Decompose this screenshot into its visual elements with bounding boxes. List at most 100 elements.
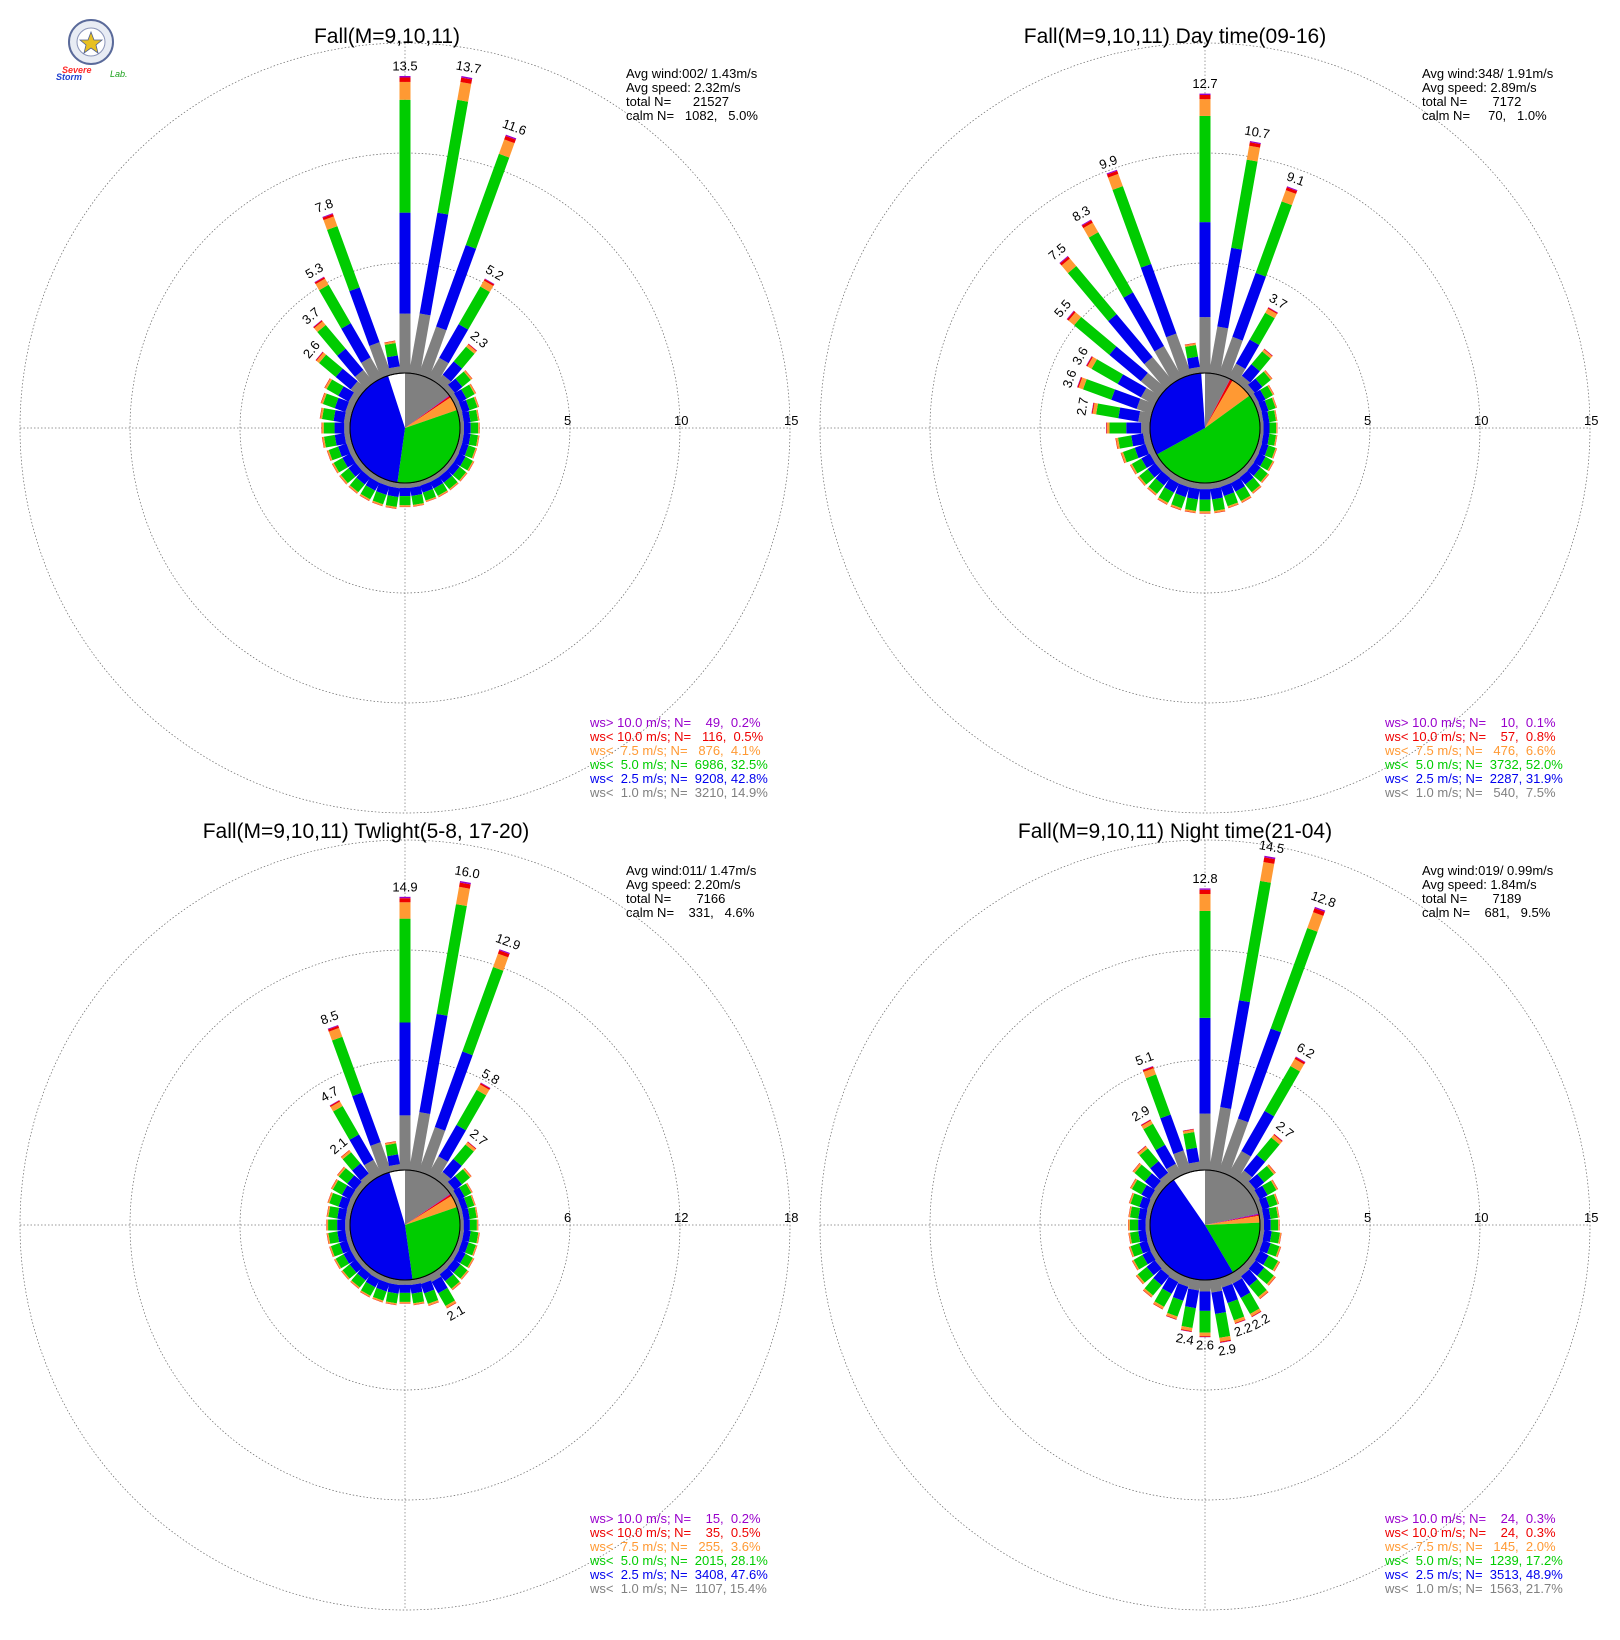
- bar-segment-lt5: [1251, 351, 1271, 372]
- bar-segment-lt1: [348, 392, 361, 406]
- bar-segment-lt7-5: [372, 1296, 384, 1303]
- bar-segment-lt2-5: [1138, 1207, 1148, 1221]
- direction-bar: [1254, 1238, 1282, 1258]
- direction-bar: [384, 340, 401, 375]
- bar-segment-lt1: [1154, 459, 1167, 472]
- bar-segment-lt5: [424, 1289, 439, 1304]
- bar-segment-lt5: [323, 434, 337, 448]
- panel-title: Fall(M=9,10,11) Day time(09-16): [1024, 25, 1326, 48]
- bar-segment-lt5: [1074, 316, 1117, 355]
- pie-slice-lt5: [397, 410, 460, 483]
- bar-segment-lt7-5: [350, 1280, 360, 1289]
- direction-bar: [1249, 1247, 1281, 1272]
- bar-segment-lt7-5: [1132, 1259, 1140, 1271]
- direction-bar: [409, 881, 471, 1172]
- bar-segment-lt5: [1223, 492, 1238, 507]
- bar-segment-lt7-5: [1166, 1312, 1178, 1320]
- bar-segment-lt1: [1249, 393, 1260, 406]
- bar-value-label: 8.5: [318, 1007, 340, 1027]
- bar-segment-lt2-5: [341, 1185, 356, 1200]
- bar-segment-lt5: [465, 397, 478, 411]
- bar-segment-lt7-5: [1250, 1308, 1261, 1317]
- legend-entry: ws< 10.0 m/s; N= 35, 0.5%: [589, 1525, 761, 1540]
- bar-segment-lt5: [464, 445, 476, 459]
- bar-segment-lt5: [328, 446, 342, 461]
- bar-segment-lt1: [1258, 1209, 1265, 1221]
- panel-title: Fall(M=9,10,11): [314, 25, 460, 48]
- bar-segment-lt2-5: [1253, 389, 1266, 404]
- bar-segment-lt5: [1183, 1132, 1197, 1150]
- bar-segment-lt2-5: [439, 1267, 454, 1282]
- bar-segment-lt7-5: [1270, 1179, 1278, 1191]
- bar-segment-lt2-5: [1164, 478, 1180, 493]
- direction-bar: [1142, 1066, 1192, 1176]
- bar-segment-lt1: [345, 1229, 352, 1241]
- bar-segment-lt5: [372, 1287, 387, 1301]
- direction-bar: [1086, 356, 1161, 406]
- bar-segment-lt7-5: [1266, 1164, 1276, 1175]
- pie-border: [349, 1169, 461, 1281]
- bar-segment-lt1: [1188, 1161, 1201, 1172]
- bar-segment-lt2-5: [1142, 1250, 1156, 1265]
- pie-slice-lt7-5: [405, 1195, 457, 1225]
- bar-segment-lt10: [1267, 307, 1278, 315]
- bar-segment-lt2-5: [1259, 1240, 1271, 1254]
- direction-bar: [1258, 1229, 1282, 1244]
- stats-calm: calm N= 70, 1.0%: [1422, 108, 1547, 123]
- stats-calm: calm N= 331, 4.6%: [626, 905, 755, 920]
- bar-segment-lt7-5: [1157, 497, 1169, 505]
- pie-slice-lt10: [1205, 1214, 1260, 1225]
- direction-bar: [1218, 477, 1239, 509]
- bar-segment-lt10: [1249, 142, 1261, 148]
- bar-segment-lt5: [411, 494, 424, 506]
- bar-segment-lt5: [1231, 159, 1258, 250]
- bar-segment-lt1: [350, 1247, 361, 1260]
- bar-segment-lt2-5: [1210, 487, 1223, 500]
- bar-segment-lt7-5: [1108, 173, 1123, 190]
- ring-label: 6: [564, 1210, 571, 1225]
- direction-bar: [1218, 186, 1298, 379]
- direction-bar: [418, 949, 510, 1176]
- bar-segment-lt5: [1131, 1179, 1147, 1195]
- pie-slice-lt10: [1205, 379, 1233, 428]
- bar-segment-lt5: [437, 99, 469, 215]
- direction-bar: [1258, 1206, 1280, 1221]
- bar-segment-lt5: [1255, 371, 1271, 387]
- direction-bar: [1147, 466, 1174, 496]
- bar-segment-lt7-5: [493, 953, 509, 971]
- bar-segment-lt1: [1153, 1180, 1167, 1194]
- bar-segment-lt7-5: [314, 321, 326, 333]
- direction-bar: [443, 459, 468, 482]
- bar-segment-lt2-5: [347, 1175, 362, 1191]
- bar-segment-lt2-5: [1138, 1229, 1148, 1243]
- bar-segment-lt5: [1139, 469, 1155, 485]
- bar-segment-lt5: [1256, 1137, 1280, 1162]
- legend-entry: ws< 2.5 m/s; N= 9208, 42.8%: [589, 771, 768, 786]
- direction-bar: [1209, 141, 1261, 375]
- bar-segment-lt2-5: [1254, 1250, 1269, 1265]
- bar-segment-lt1: [1218, 477, 1231, 487]
- direction-bar: [327, 1192, 356, 1212]
- direction-bar: [1209, 1278, 1232, 1343]
- direction-bar: [1249, 384, 1275, 406]
- bar-segment-lt5: [1144, 1278, 1162, 1296]
- legend-entry: ws< 2.5 m/s; N= 3408, 47.6%: [589, 1567, 768, 1582]
- ring-circle: [19, 42, 791, 814]
- bar-segment-lt7-5: [328, 1027, 343, 1041]
- bar-segment-lt1: [1218, 1274, 1233, 1288]
- bar-value-label: 14.9: [392, 879, 417, 894]
- direction-bar: [372, 1274, 392, 1303]
- bar-segment-lt5: [1082, 379, 1116, 400]
- legend-entry: ws< 1.0 m/s; N= 1563, 21.7%: [1384, 1581, 1563, 1596]
- bar-segment-lt7-5: [1130, 1178, 1138, 1190]
- bar-segment-lt1: [1258, 412, 1264, 424]
- direction-bar: [443, 1167, 472, 1194]
- ring-label: 10: [1474, 1210, 1488, 1225]
- bar-segment-lt5: [1260, 456, 1273, 471]
- bar-segment-lt1: [1140, 387, 1161, 406]
- bar-segment-lt5: [1181, 1306, 1196, 1328]
- ring-label: 10: [1474, 413, 1488, 428]
- bar-segment-lt1: [355, 1256, 367, 1268]
- speed-pie: [1149, 1169, 1261, 1281]
- bar-segment-lt5: [1112, 186, 1152, 268]
